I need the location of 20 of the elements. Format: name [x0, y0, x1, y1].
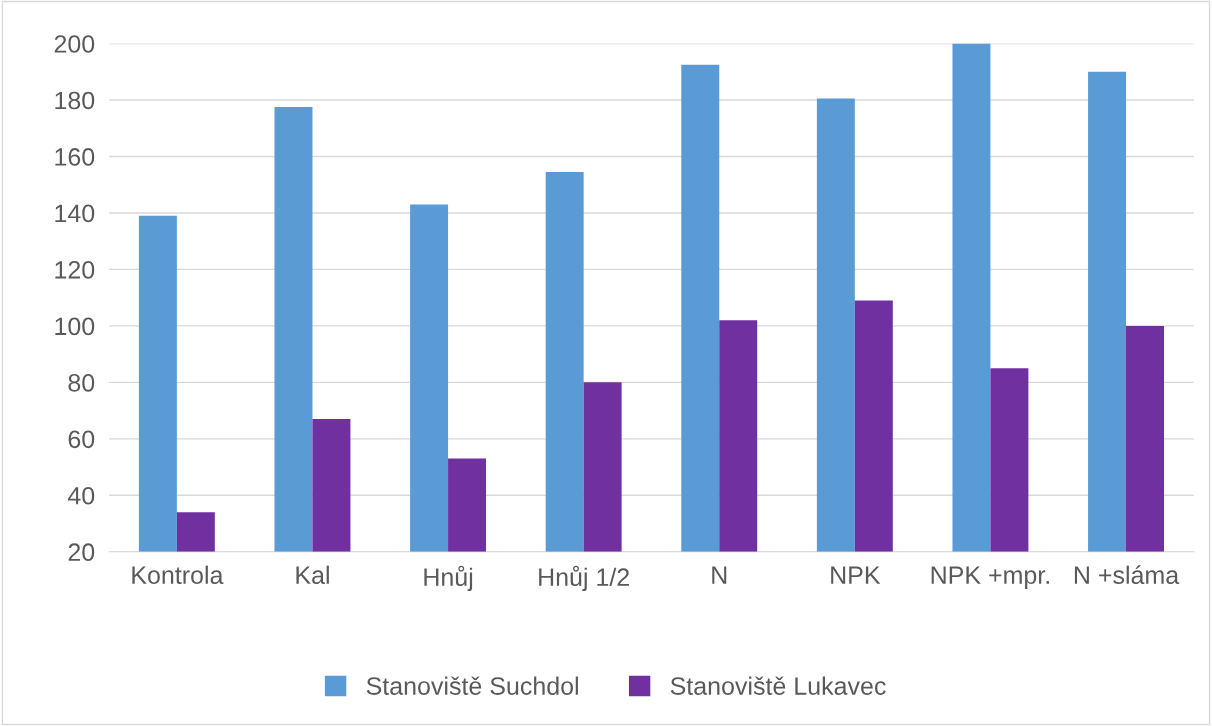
y-tick-label: 200 — [54, 35, 95, 53]
y-tick-label: 100 — [55, 317, 95, 336]
y-tick-label: 20 — [68, 543, 95, 562]
y-tick-label: 120 — [55, 261, 95, 279]
x-tick-label: Hnůj — [424, 565, 473, 591]
legend-label: Stanoviště Suchdol — [366, 676, 578, 695]
y-tick-label: 80 — [68, 373, 95, 392]
x-tick-label: NPK — [831, 566, 881, 584]
legend-label: Stanoviště Lukavec — [670, 676, 886, 695]
y-tick-label: 60 — [68, 430, 95, 449]
x-tick-label: Kal — [296, 565, 329, 585]
x-tick-label: N — [712, 566, 727, 584]
y-tick-label: 180 — [55, 91, 95, 110]
x-tick-label: Hnůj 1/2 — [539, 565, 629, 591]
y-tick-label: 160 — [55, 148, 95, 166]
x-tick-label: NPK +mpr. — [931, 566, 1049, 589]
y-tick-label: 40 — [67, 486, 95, 505]
y-tick-label: 140 — [55, 204, 95, 223]
x-tick-label: N +sláma — [1074, 565, 1180, 585]
x-tick-label: Kontrola — [132, 565, 224, 585]
